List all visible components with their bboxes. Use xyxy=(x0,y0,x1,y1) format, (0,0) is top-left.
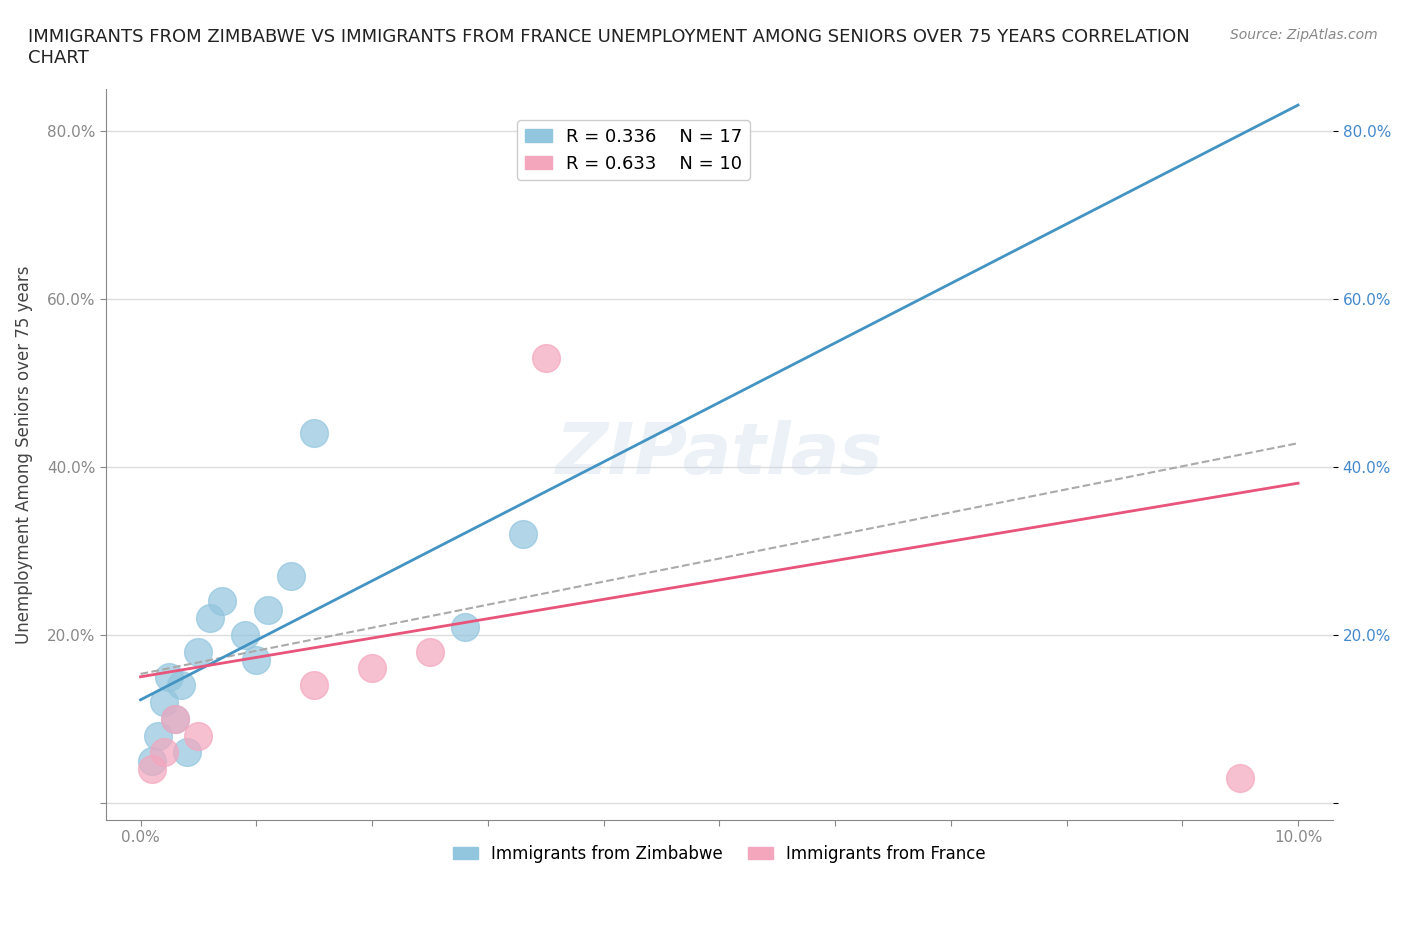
Text: Source: ZipAtlas.com: Source: ZipAtlas.com xyxy=(1230,28,1378,42)
Point xyxy=(453,619,475,634)
Point xyxy=(709,157,731,172)
Point xyxy=(141,762,163,777)
Text: ZIPatlas: ZIPatlas xyxy=(555,420,883,489)
Point xyxy=(534,351,557,365)
Point xyxy=(176,745,198,760)
Text: IMMIGRANTS FROM ZIMBABWE VS IMMIGRANTS FROM FRANCE UNEMPLOYMENT AMONG SENIORS OV: IMMIGRANTS FROM ZIMBABWE VS IMMIGRANTS F… xyxy=(28,28,1189,67)
Point xyxy=(165,711,187,726)
Point xyxy=(361,661,384,676)
Point xyxy=(280,569,302,584)
Point xyxy=(141,753,163,768)
Point xyxy=(159,670,181,684)
Point xyxy=(187,728,209,743)
Point xyxy=(257,603,280,618)
Point xyxy=(302,426,325,441)
Point xyxy=(302,678,325,693)
Point xyxy=(170,678,193,693)
Point xyxy=(152,695,174,710)
Legend: Immigrants from Zimbabwe, Immigrants from France: Immigrants from Zimbabwe, Immigrants fro… xyxy=(446,838,993,870)
Point xyxy=(245,653,267,668)
Point xyxy=(187,644,209,659)
Point xyxy=(165,711,187,726)
Point xyxy=(152,745,174,760)
Y-axis label: Unemployment Among Seniors over 75 years: Unemployment Among Seniors over 75 years xyxy=(15,265,32,644)
Point xyxy=(233,628,256,643)
Point xyxy=(512,526,534,541)
Point xyxy=(1229,770,1251,785)
Point xyxy=(146,728,169,743)
Point xyxy=(419,644,441,659)
Point xyxy=(211,594,233,609)
Point xyxy=(198,611,221,626)
